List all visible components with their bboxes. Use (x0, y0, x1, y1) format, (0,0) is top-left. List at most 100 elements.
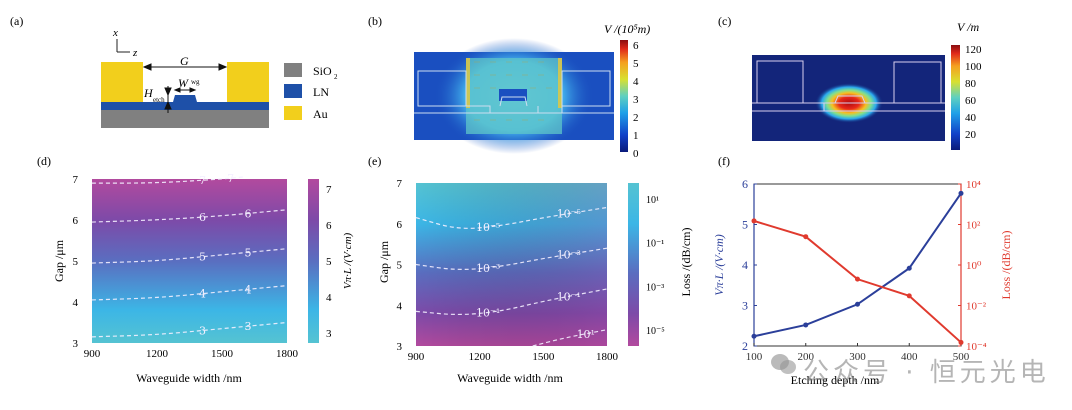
colorbar-tick-label: 10⁻¹ (646, 239, 664, 250)
colorbar-c-tick: 40 (965, 112, 977, 124)
colorbar-c-tick: 80 (965, 78, 977, 90)
heatmap-d (92, 179, 287, 343)
colorbar-tick-label: 10¹ (646, 195, 659, 206)
colorbar-b-tick: 0 (633, 148, 639, 160)
contour-line (415, 288, 608, 316)
panel-label-d: (d) (37, 154, 51, 168)
data-point (751, 333, 757, 339)
coordinate-axes-icon: x z (112, 27, 138, 59)
colorbar-c-title: V /m (957, 20, 979, 34)
colorbar-c-ticks: 120 100 80 60 40 20 (965, 44, 982, 141)
data-point (751, 218, 757, 224)
contour-label: 6 (245, 207, 252, 220)
wechat-logo-icon (771, 354, 796, 374)
electric-field-map (414, 38, 614, 154)
panel-label-b: (b) (368, 14, 382, 28)
y-tick-label: 4 (397, 300, 403, 312)
y-tick-label: 5 (73, 256, 79, 268)
dimension-arrows (142, 63, 228, 113)
contour-label: 10⁻⁵ (476, 221, 500, 234)
y-left-tick-label: 5 (742, 218, 748, 232)
y-tick-label: 4 (73, 297, 79, 309)
panel-label-f: (f) (718, 154, 730, 168)
panel-f: (f) 100 200 300 400 5002345610⁻⁴10⁻²10⁰10²10… (712, 154, 1013, 387)
x-tick-label: 1800 (596, 351, 619, 363)
colorbar-c (951, 45, 960, 150)
colorbar-tick-label: 4 (326, 292, 332, 304)
panel-label-e: (e) (368, 154, 381, 168)
x-tick-label: 1200 (146, 348, 169, 360)
legend-swatch-ln (284, 84, 302, 98)
x-tick-label: 400 (901, 351, 918, 363)
y-left-tick-label: 2 (742, 339, 748, 353)
colorbar-c-tick: 120 (965, 44, 982, 56)
ylabel-d: Gap /μm (52, 239, 66, 282)
x-tick-label: 200 (798, 351, 815, 363)
contour-label: 3 (245, 320, 252, 333)
y-right-tick-label: 10⁴ (966, 179, 981, 191)
colorbar-b-ticks: 6 5 4 3 2 1 0 (633, 40, 639, 160)
y-tick-label: 7 (397, 178, 403, 190)
y-right-tick-label: 10⁻⁴ (966, 341, 987, 353)
legend-label-ln: LN (313, 85, 329, 99)
contour-line (92, 176, 244, 184)
x-tick-label: 1800 (276, 348, 299, 360)
data-point (906, 265, 912, 271)
colorbar-b-title: V /(10⁵m) (604, 22, 650, 36)
y-right-tick-label: 10² (966, 220, 981, 232)
x-tick-label: 1200 (469, 351, 492, 363)
contour-line (91, 321, 288, 338)
y-left-tick-label: 6 (742, 177, 748, 191)
contours-d: 3 3 4 4 5 5 6 6 7 7 (91, 172, 288, 338)
colorbar-b (620, 40, 628, 152)
contour-label: 4 (245, 283, 252, 296)
legend-swatch-sio2 (284, 63, 302, 77)
legend-swatch-au (284, 106, 302, 120)
heatmap-e-overlay (416, 183, 607, 346)
au-electrode-left (101, 62, 143, 102)
legend-sub-sio2: 2 (334, 73, 338, 81)
contours-e: 10⁻⁵ 10⁻⁵ 10⁻³ 10⁻³ 10⁻¹ 10⁻¹ 10¹ (415, 206, 608, 347)
colorbar-b-tick: 3 (633, 94, 639, 106)
colorbar-b-tick: 2 (633, 112, 639, 124)
data-point (958, 339, 964, 345)
colorbar-c-tick: 20 (965, 129, 977, 141)
contour-label: 5 (245, 246, 252, 259)
contour-label: 10⁻³ (476, 262, 500, 275)
wwg-label: W (178, 76, 189, 90)
x-tick-label: 1500 (532, 351, 555, 363)
colorbar-tick-label: 6 (326, 220, 332, 232)
ylabel-right-f: Loss /(dB/cm) (999, 231, 1013, 300)
y-right-tick-label: 10⁻² (966, 301, 987, 313)
y-tick-label: 3 (73, 338, 79, 350)
contour-label: 4 (199, 288, 206, 301)
panel-c: (c) V /m 120 100 80 60 40 20 (718, 14, 982, 150)
colorbar-c-tick: 60 (965, 95, 977, 107)
optical-mode-map (752, 55, 945, 141)
contour-label: 10⁻¹ (476, 307, 500, 320)
axis-z-label: z (132, 47, 138, 59)
y-tick-label: 3 (397, 341, 403, 353)
colorbar-b-tick: 5 (633, 58, 639, 70)
ln-slab (101, 102, 269, 110)
data-point (855, 276, 860, 282)
axis-x-label: x (112, 27, 118, 39)
colorbar-tick-label: 5 (326, 256, 332, 268)
panel-label-a: (a) (10, 14, 23, 28)
colorbar-tick-label: 10⁻⁵ (646, 326, 665, 337)
colorbar-tick-label: 3 (326, 328, 332, 340)
panel-b: (b) V /(10⁵m) 6 5 (368, 14, 650, 160)
ylabel-e: Gap /μm (377, 240, 391, 283)
y-right-tick-label: 10⁰ (966, 260, 982, 272)
contour-label: 3 (199, 324, 206, 337)
y-left-tick-label: 4 (742, 258, 748, 272)
hetch-subscript: etch (153, 96, 165, 104)
panel-e: (e) 10⁻⁵ 10⁻⁵ 10⁻³ 10⁻³ 10⁻¹ 10⁻¹ 10¹ 900 1200 1… (368, 154, 693, 385)
colorbar-e (628, 183, 639, 346)
gap-label: G (180, 54, 189, 68)
data-point (803, 322, 809, 328)
panel-a: (a) x z G W wg H etch SiO (10, 14, 338, 128)
y-tick-label: 5 (397, 260, 403, 272)
colorbar-tick-label: 10⁻³ (646, 282, 664, 293)
material-legend: SiO 2 LN Au (284, 63, 338, 121)
